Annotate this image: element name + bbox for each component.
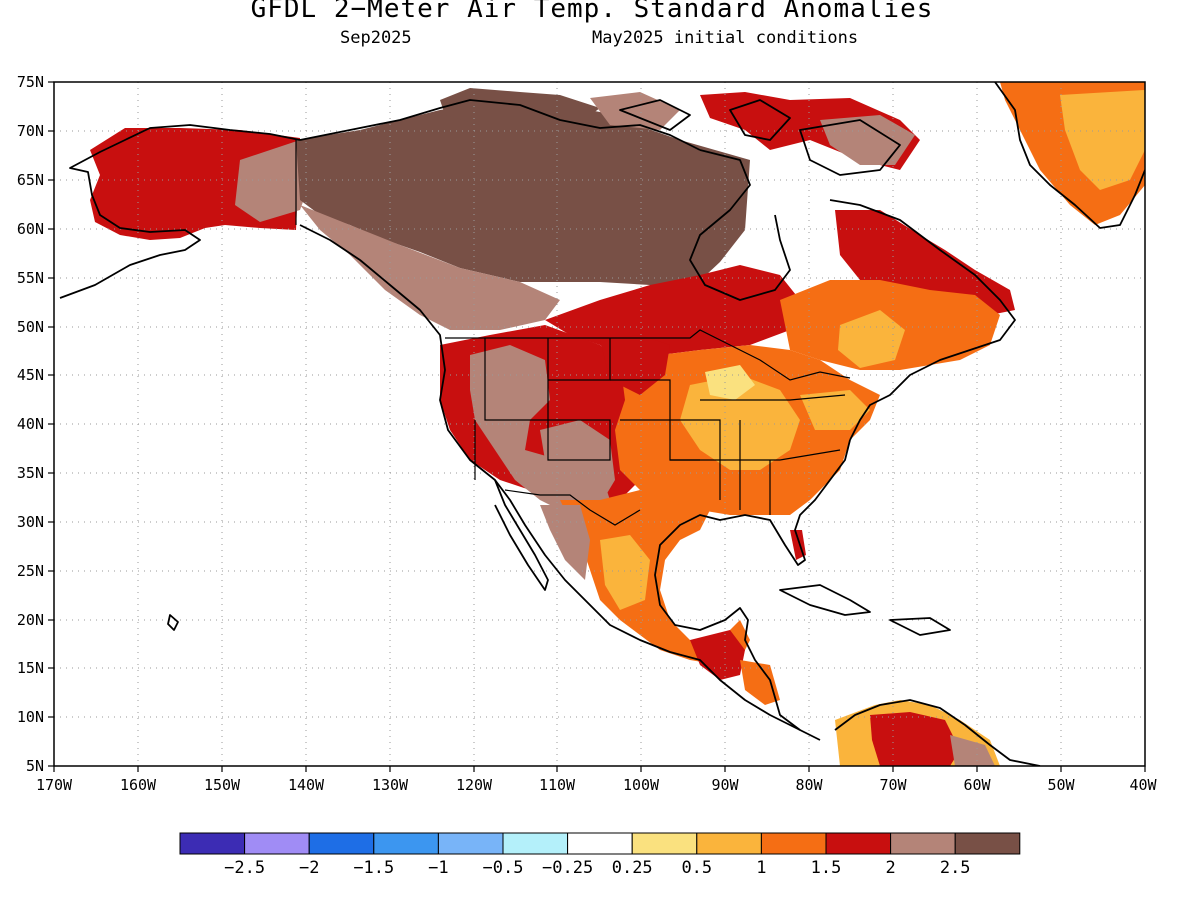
colorbar-label: −0.5 xyxy=(483,858,524,878)
lat-label: 40N xyxy=(17,415,44,433)
lon-label: 170W xyxy=(36,776,73,794)
lon-label: 100W xyxy=(623,776,660,794)
valid-month-label: Sep2025 xyxy=(340,28,412,48)
lon-label: 110W xyxy=(539,776,576,794)
latitude-labels: 75N 70N 65N 60N 55N 50N 45N 40N 35N 30N … xyxy=(17,73,44,775)
colorbar-label: 1 xyxy=(756,858,766,878)
us-canada-border xyxy=(445,329,851,381)
coastlines xyxy=(59,82,1145,766)
colorbar-swatch xyxy=(244,832,310,855)
lon-label: 50W xyxy=(1047,776,1075,794)
lat-label: 30N xyxy=(17,513,44,531)
colorbar-label: −1.5 xyxy=(353,858,394,878)
lat-label: 55N xyxy=(17,269,44,287)
lat-label: 15N xyxy=(17,659,44,677)
colorbar-swatch xyxy=(760,832,827,855)
colorbar-swatch xyxy=(825,832,892,855)
lon-label: 120W xyxy=(456,776,493,794)
canada-brown-anomaly xyxy=(296,98,750,290)
quebec-anomaly xyxy=(835,210,1015,315)
lon-label: 60W xyxy=(963,776,991,794)
cuba-coastline xyxy=(779,584,871,616)
colorbar-label: 2 xyxy=(885,858,895,878)
initial-conditions-label: May2025 initial conditions xyxy=(592,28,859,48)
lon-label: 150W xyxy=(204,776,241,794)
lon-label: 40W xyxy=(1129,776,1157,794)
map-title: GFDL 2−Meter Air Temp. Standard Anomalie… xyxy=(250,0,934,24)
lon-label: 90W xyxy=(711,776,739,794)
arctic-coastline xyxy=(299,99,701,151)
colorbar-swatch xyxy=(890,832,956,855)
lon-label: 70W xyxy=(879,776,907,794)
lat-label: 75N xyxy=(17,73,44,91)
colorbar: −2.5 −2 −1.5 −1 −0.5 −0.25 0.25 0.5 1 1.5 2 2.5 xyxy=(179,832,1021,878)
colorbar-label: −2.5 xyxy=(224,858,265,878)
lat-label: 70N xyxy=(17,122,44,140)
colorbar-swatch xyxy=(179,832,246,855)
bc-anomaly xyxy=(300,205,560,330)
colorbar-swatch xyxy=(954,832,1021,855)
colorbar-label: −1 xyxy=(428,858,448,878)
lon-label: 160W xyxy=(120,776,157,794)
lon-label: 80W xyxy=(795,776,823,794)
colorbar-swatch xyxy=(696,832,762,855)
lat-label: 50N xyxy=(17,318,44,336)
greenland-coastline xyxy=(994,82,1145,229)
lat-label: 45N xyxy=(17,366,44,384)
colorbar-swatch xyxy=(567,832,633,855)
lat-label: 20N xyxy=(17,611,44,629)
political-borders xyxy=(295,140,851,526)
lat-label: 60N xyxy=(17,220,44,238)
lon-label: 130W xyxy=(372,776,409,794)
baja-coastline xyxy=(494,479,549,591)
lat-label: 5N xyxy=(26,757,44,775)
lat-label: 25N xyxy=(17,562,44,580)
colorbar-label: −2 xyxy=(299,858,319,878)
pacific-coastline xyxy=(299,224,801,731)
grid-lines xyxy=(54,82,1145,766)
longitude-labels: 170W 160W 150W 140W 130W 120W 110W 100W … xyxy=(36,776,1158,794)
central-america-anomaly xyxy=(690,630,745,680)
colorbar-label: −0.25 xyxy=(542,858,593,878)
colorbar-label: 1.5 xyxy=(811,858,842,878)
lon-label: 140W xyxy=(288,776,325,794)
lat-label: 10N xyxy=(17,708,44,726)
colorbar-label: 0.25 xyxy=(612,858,653,878)
us-east-coastline xyxy=(654,439,851,741)
lat-label: 65N xyxy=(17,171,44,189)
hudson-bay-coastline xyxy=(689,149,791,301)
colorbar-swatch xyxy=(502,832,569,855)
south-america-coastline xyxy=(834,699,1041,766)
colorbar-swatch xyxy=(631,832,698,855)
colorbar-swatch xyxy=(373,832,439,855)
colorbar-swatch xyxy=(308,832,375,855)
colorbar-swatch xyxy=(437,832,504,855)
colorbar-label: 2.5 xyxy=(940,858,971,878)
lat-label: 35N xyxy=(17,464,44,482)
prairies-anomaly xyxy=(545,265,800,360)
anomaly-fields xyxy=(90,82,1145,766)
us-mexico-border xyxy=(504,489,641,526)
labrador-coastline xyxy=(829,199,1016,441)
alaska-coastline xyxy=(59,124,301,299)
colorbar-label: 0.5 xyxy=(681,858,712,878)
